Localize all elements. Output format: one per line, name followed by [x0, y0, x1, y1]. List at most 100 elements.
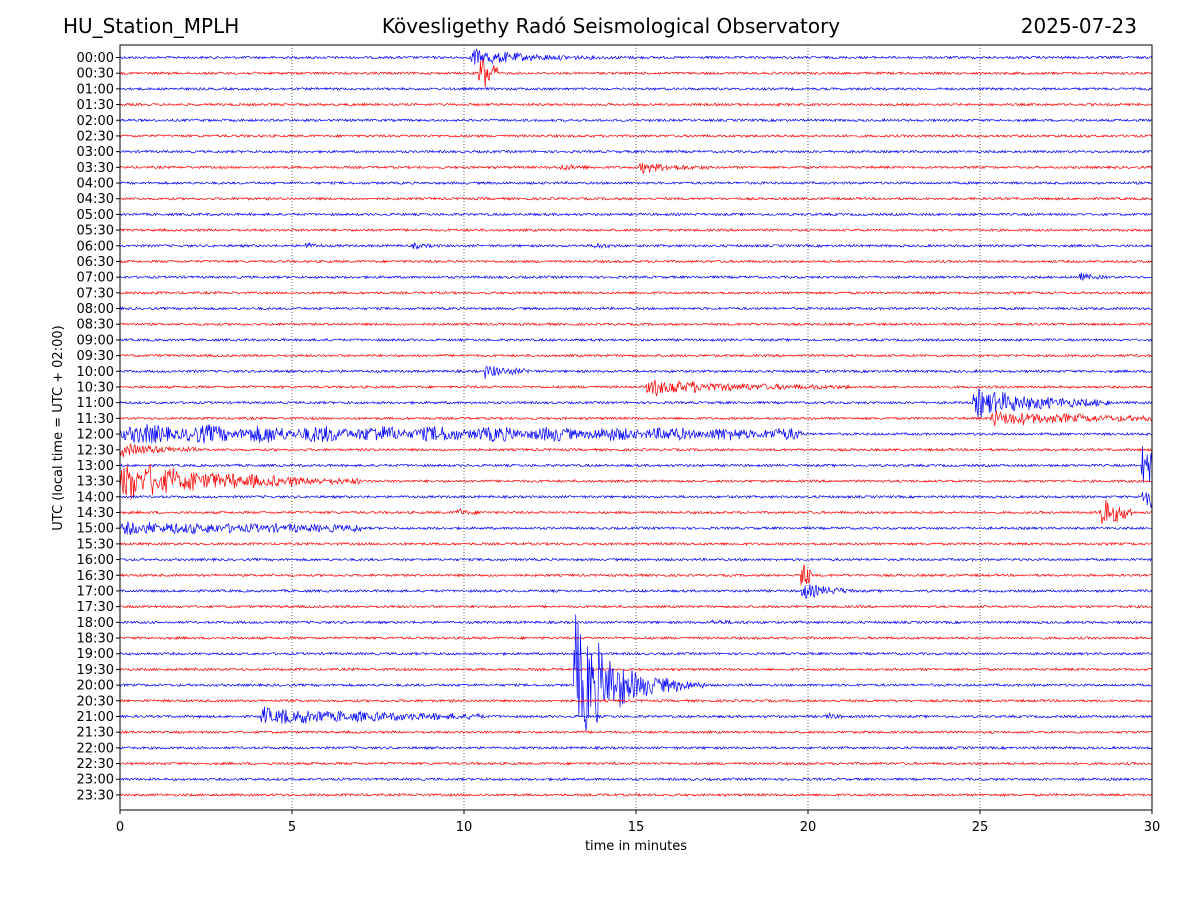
- trace-0600: [119, 241, 1153, 250]
- y-tick-label: 16:30: [77, 569, 114, 584]
- trace-0230: [119, 133, 1153, 139]
- chart-date: 2025-07-23: [1020, 14, 1137, 38]
- trace-2100: [120, 706, 1152, 724]
- y-tick-label: 05:30: [77, 224, 114, 239]
- trace-2130: [119, 730, 1153, 735]
- trace-1800: [119, 619, 1153, 625]
- y-tick-label: 11:30: [77, 412, 114, 427]
- y-tick-label: 04:30: [77, 192, 114, 207]
- y-tick-label: 13:00: [77, 459, 114, 474]
- trace-0300: [119, 149, 1153, 154]
- trace-0130: [119, 102, 1153, 107]
- y-tick-label: 05:00: [77, 208, 114, 223]
- y-tick-label: 12:00: [77, 428, 114, 443]
- y-tick-label: 16:00: [77, 553, 114, 568]
- trace-0330: [119, 162, 1153, 174]
- trace-1730: [120, 604, 1153, 609]
- trace-2030: [119, 698, 1153, 704]
- trace-1630: [119, 564, 1153, 586]
- y-tick-label: 07:30: [77, 286, 114, 301]
- y-tick-label: 11:00: [77, 396, 114, 411]
- trace-0000: [119, 48, 1153, 65]
- y-tick-label: 20:00: [77, 679, 114, 694]
- y-tick-label: 12:30: [77, 443, 114, 458]
- y-tick-label: 18:30: [77, 632, 114, 647]
- trace-0500: [119, 212, 1153, 217]
- y-tick-label: 18:00: [77, 616, 114, 631]
- station-name: HU_Station_MPLH: [63, 14, 240, 38]
- x-axis-label: time in minutes: [585, 839, 687, 854]
- trace-1530: [119, 541, 1153, 547]
- traces-layer: [119, 48, 1153, 798]
- trace-0700: [119, 272, 1153, 281]
- trace-0730: [119, 290, 1153, 295]
- trace-1000: [119, 365, 1153, 379]
- trace-1230: [119, 443, 1153, 458]
- y-tick-label: 06:00: [77, 239, 114, 254]
- trace-1330: [119, 463, 1152, 500]
- y-tick-label: 14:30: [77, 506, 114, 521]
- x-tick-label: 15: [628, 820, 645, 835]
- trace-0630: [119, 259, 1153, 264]
- x-tick-label: 30: [1144, 820, 1161, 835]
- y-tick-label: 22:30: [77, 757, 114, 772]
- trace-1300: [119, 445, 1153, 483]
- x-tick-label: 10: [456, 820, 473, 835]
- trace-0530: [119, 228, 1153, 233]
- y-tick-label: 17:00: [77, 584, 114, 599]
- y-axis-label: UTC (local time = UTC + 02:00): [51, 325, 66, 530]
- y-tick-label: 03:00: [77, 145, 114, 160]
- ticks-layer: 0 5 10 15 20 25 30 00:0000:3001:0001:3002:0002:…: [77, 51, 1161, 835]
- trace-1830: [119, 635, 1153, 641]
- trace-0930: [119, 353, 1153, 358]
- y-tick-label: 21:30: [77, 726, 114, 741]
- trace-2300: [119, 776, 1153, 782]
- y-tick-label: 20:30: [77, 694, 114, 709]
- y-tick-label: 02:00: [77, 114, 114, 129]
- trace-2330: [119, 792, 1153, 798]
- y-tick-label: 23:30: [77, 788, 114, 803]
- trace-1430: [119, 500, 1153, 524]
- y-tick-label: 08:30: [77, 318, 114, 333]
- y-tick-label: 06:30: [77, 255, 114, 270]
- trace-1130: [119, 410, 1153, 427]
- x-tick-label: 5: [288, 820, 296, 835]
- y-tick-label: 10:30: [77, 380, 114, 395]
- trace-1930: [119, 667, 1153, 672]
- trace-1200: [119, 424, 1153, 444]
- x-tick-label: 0: [116, 820, 124, 835]
- trace-0400: [119, 180, 1153, 186]
- trace-1600: [119, 557, 1153, 562]
- y-tick-label: 01:30: [77, 98, 114, 113]
- trace-1700: [119, 584, 1153, 599]
- trace-0900: [119, 337, 1153, 343]
- plot-frame: [119, 44, 1153, 811]
- chart-title: Kövesligethy Radó Seismological Observat…: [381, 14, 841, 38]
- y-tick-label: 21:00: [77, 710, 114, 725]
- trace-0030: [119, 59, 1153, 88]
- y-tick-label: 00:30: [77, 67, 114, 82]
- trace-0100: [119, 86, 1153, 92]
- y-tick-label: 03:30: [77, 161, 114, 176]
- y-tick-label: 04:00: [77, 177, 114, 192]
- trace-1400: [119, 492, 1153, 508]
- trace-0430: [120, 196, 1153, 201]
- trace-1100: [119, 387, 1153, 418]
- y-tick-label: 15:00: [77, 522, 114, 537]
- y-tick-label: 19:30: [77, 663, 114, 678]
- x-tick-label: 20: [800, 820, 817, 835]
- trace-1900: [119, 651, 1153, 656]
- y-tick-label: 17:30: [77, 600, 114, 615]
- y-tick-label: 00:00: [77, 51, 114, 66]
- y-tick-label: 15:30: [77, 537, 114, 552]
- y-tick-label: 10:00: [77, 365, 114, 380]
- y-tick-label: 19:00: [77, 647, 114, 662]
- y-tick-label: 02:30: [77, 129, 114, 144]
- y-tick-label: 09:00: [77, 333, 114, 348]
- trace-0830: [119, 322, 1153, 327]
- trace-2000: [119, 614, 1153, 731]
- y-tick-label: 14:00: [77, 490, 114, 505]
- trace-0800: [119, 306, 1153, 311]
- y-tick-label: 09:30: [77, 349, 114, 364]
